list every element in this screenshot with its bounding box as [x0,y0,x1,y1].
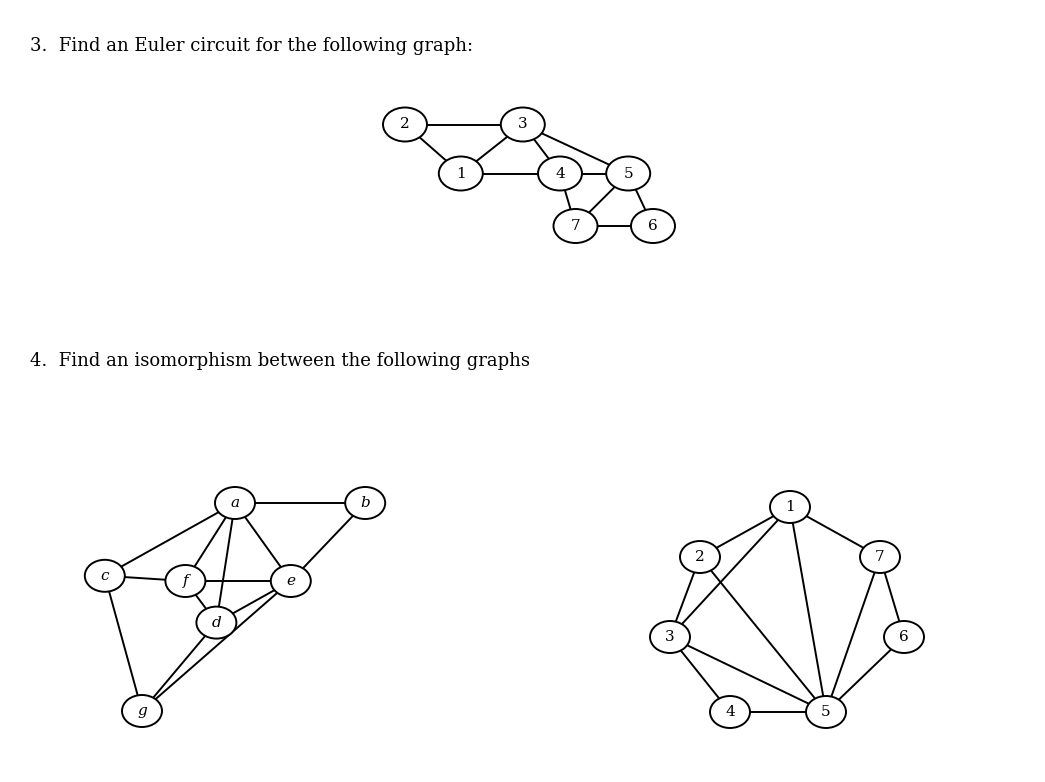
Ellipse shape [860,541,900,573]
Text: 5: 5 [821,705,831,719]
Ellipse shape [165,565,206,597]
Ellipse shape [806,696,846,728]
Text: 3.  Find an Euler circuit for the following graph:: 3. Find an Euler circuit for the followi… [30,37,473,55]
Text: 3: 3 [666,630,675,644]
Ellipse shape [710,696,750,728]
Text: f: f [183,574,188,588]
Ellipse shape [680,541,720,573]
Text: 6: 6 [648,219,658,233]
Ellipse shape [196,607,236,639]
Text: 7: 7 [876,550,885,564]
Ellipse shape [85,560,124,592]
Ellipse shape [650,621,690,653]
Ellipse shape [345,487,386,519]
Ellipse shape [884,621,924,653]
Text: 1: 1 [785,500,795,514]
Text: 2: 2 [400,117,410,131]
Ellipse shape [770,491,810,523]
Ellipse shape [538,156,582,191]
Text: b: b [361,496,370,510]
Text: 4: 4 [555,167,565,181]
Text: g: g [137,704,147,718]
Ellipse shape [271,565,310,597]
Text: 4.  Find an isomorphism between the following graphs: 4. Find an isomorphism between the follo… [30,352,530,370]
Text: e: e [286,574,296,588]
Ellipse shape [554,209,598,243]
Ellipse shape [631,209,675,243]
Text: 7: 7 [571,219,580,233]
Text: a: a [231,496,239,510]
Text: c: c [100,569,109,583]
Text: 2: 2 [695,550,705,564]
Ellipse shape [501,107,544,142]
Text: d: d [211,615,222,630]
Ellipse shape [215,487,255,519]
Ellipse shape [384,107,427,142]
Ellipse shape [122,695,162,727]
Ellipse shape [606,156,650,191]
Text: 5: 5 [624,167,633,181]
Ellipse shape [439,156,483,191]
Text: 4: 4 [725,705,735,719]
Text: 3: 3 [518,117,528,131]
Text: 6: 6 [899,630,909,644]
Text: 1: 1 [456,167,466,181]
